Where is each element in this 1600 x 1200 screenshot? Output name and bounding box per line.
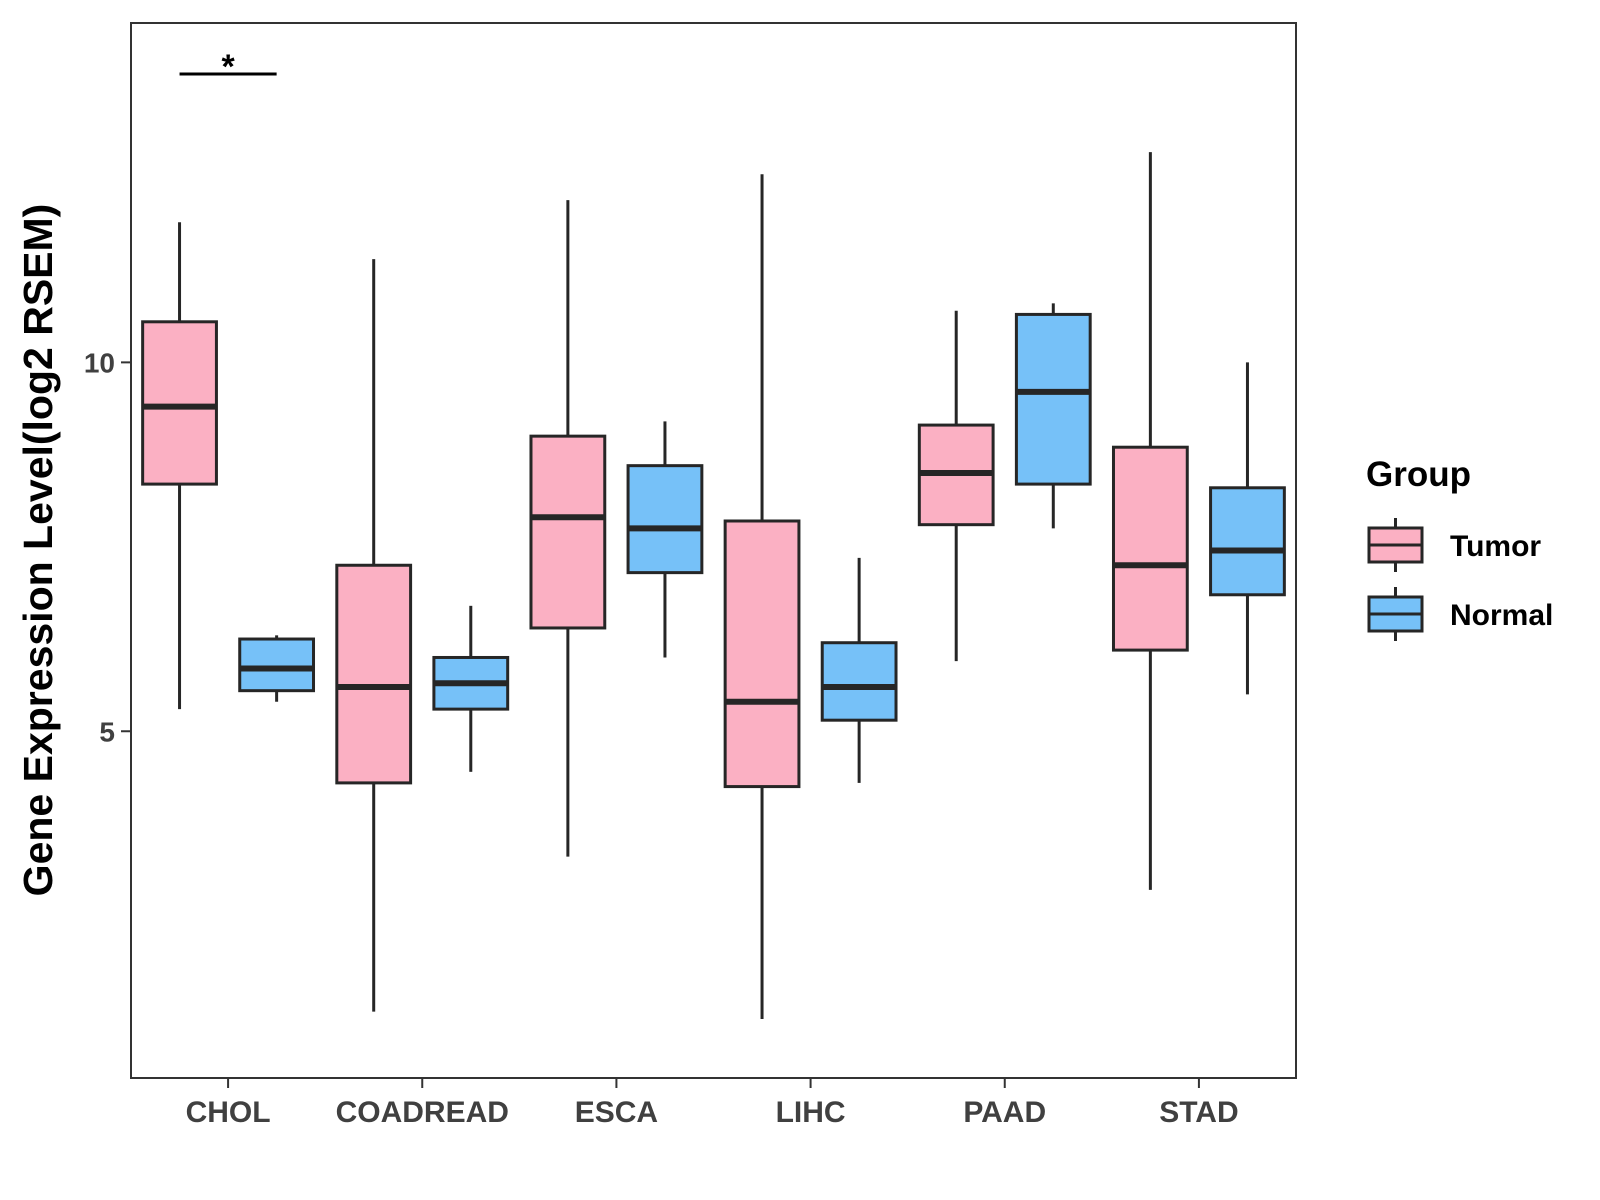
x-ticks-layer: CHOL COADREAD ESCA LIHC PAAD STAD <box>186 1078 1239 1129</box>
box-body <box>335 563 413 785</box>
plot-panel <box>130 22 1297 1079</box>
y-ticks-layer: 5 10 <box>84 347 131 747</box>
x-tick-label: STAD <box>1159 1096 1238 1129</box>
legend-title: Group <box>1366 455 1471 494</box>
box-body <box>1111 445 1189 652</box>
x-tick-label: LIHC <box>776 1096 846 1129</box>
legend-item-normal: Normal <box>1367 587 1553 641</box>
box-tumor-coadread <box>335 259 413 1012</box>
legend-label: Normal <box>1450 599 1553 632</box>
box-normal-stad <box>1209 362 1286 695</box>
box-body <box>1209 486 1286 597</box>
legend-items: Tumor Normal <box>1367 518 1553 641</box>
legend: Group Tumor Normal <box>1366 455 1553 641</box>
x-tick-label: PAAD <box>963 1096 1046 1129</box>
x-tick-label: ESCA <box>575 1096 658 1129</box>
box-tumor-paad <box>917 310 995 662</box>
box-body <box>238 637 316 693</box>
annotation-layer: * <box>179 48 277 86</box>
box-normal-lihc <box>820 557 898 783</box>
box-body <box>820 641 898 722</box>
box-tumor-lihc <box>723 174 801 1019</box>
y-tick-label: 5 <box>99 716 115 747</box>
box-body <box>626 464 704 575</box>
box-body <box>723 519 801 789</box>
significance-label: * <box>221 48 235 86</box>
x-tick-label: COADREAD <box>336 1096 509 1129</box>
legend-item-tumor: Tumor <box>1367 518 1541 572</box>
boxes-layer <box>141 152 1286 1019</box>
box-body <box>529 434 607 630</box>
legend-label: Tumor <box>1450 530 1541 563</box>
box-tumor-esca <box>529 200 607 857</box>
y-tick-label: 10 <box>84 347 115 378</box>
box-tumor-chol <box>141 222 218 710</box>
box-normal-esca <box>626 421 704 658</box>
box-body <box>141 320 218 486</box>
box-body <box>1014 312 1092 486</box>
x-tick-label: CHOL <box>186 1096 271 1129</box>
box-normal-paad <box>1014 303 1092 529</box>
box-tumor-stad <box>1111 152 1189 890</box>
box-normal-chol <box>238 635 316 702</box>
box-normal-coadread <box>432 605 510 772</box>
y-axis-title: Gene Expression Level(log2 RSEM) <box>15 204 61 897</box>
